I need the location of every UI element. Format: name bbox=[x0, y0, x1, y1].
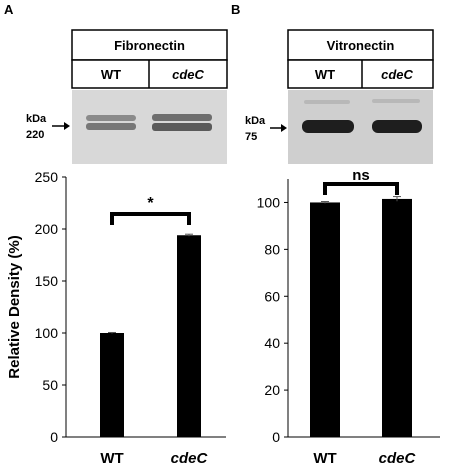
y-tick-label: 0 bbox=[272, 429, 280, 445]
chart-a-y-axis-label: Relative Density (%) bbox=[6, 235, 23, 378]
significance-bracket bbox=[110, 212, 191, 225]
bar-wt bbox=[310, 202, 340, 437]
chart-a-y-ticks: 0 50 100 150 200 250 bbox=[35, 169, 66, 445]
panel-b-lane-cdec: cdeC bbox=[381, 67, 413, 82]
chart-a-significance: * bbox=[110, 195, 191, 225]
y-tick-label: 40 bbox=[264, 335, 280, 351]
panel-a-header-table: Fibronectin WT cdeC bbox=[71, 29, 228, 89]
marker-b-value: 75 bbox=[245, 131, 257, 143]
chart-a-bars bbox=[100, 233, 201, 437]
panel-a-protein-label: Fibronectin bbox=[114, 38, 185, 53]
chart-b-y-ticks: 0 20 40 60 80 100 bbox=[257, 194, 288, 445]
panel-a-letter: A bbox=[4, 2, 14, 17]
panel-a-lane-cdec: cdeC bbox=[172, 67, 204, 82]
y-tick-label: 100 bbox=[35, 325, 59, 341]
chart-a-x-label-wt: WT bbox=[100, 450, 123, 467]
panel-b-lane-wt: WT bbox=[315, 67, 335, 82]
y-tick-label: 80 bbox=[264, 241, 280, 257]
chart-b-bars bbox=[310, 196, 412, 437]
bar-cdec bbox=[177, 235, 201, 437]
y-tick-label: 250 bbox=[35, 169, 59, 185]
marker-b-arrow-icon bbox=[270, 124, 287, 132]
y-tick-label: 60 bbox=[264, 288, 280, 304]
chart-b-x-label-cdec: cdeC bbox=[379, 450, 417, 467]
marker-b-unit: kDa bbox=[245, 115, 266, 127]
y-tick-label: 200 bbox=[35, 221, 59, 237]
chart-b: 0 20 40 60 80 100 ns WT cdeC bbox=[257, 167, 440, 467]
marker-a-value: 220 bbox=[26, 129, 44, 141]
y-tick-label: 50 bbox=[42, 377, 58, 393]
bar-wt bbox=[100, 333, 124, 437]
chart-a-x-label-cdec: cdeC bbox=[171, 450, 209, 467]
significance-bracket bbox=[323, 182, 399, 195]
chart-b-significance: ns bbox=[323, 167, 399, 195]
panel-b-protein-label: Vitronectin bbox=[327, 38, 395, 53]
blot-b-image bbox=[288, 90, 433, 164]
blot-a-image bbox=[72, 90, 227, 164]
significance-label: * bbox=[147, 195, 154, 212]
y-tick-label: 150 bbox=[35, 273, 59, 289]
panel-b-header-table: Vitronectin WT cdeC bbox=[287, 29, 434, 89]
y-tick-label: 0 bbox=[50, 429, 58, 445]
marker-a-arrow-icon bbox=[52, 122, 70, 130]
y-tick-label: 20 bbox=[264, 382, 280, 398]
panel-a-lane-wt: WT bbox=[101, 67, 121, 82]
panel-b-letter: B bbox=[231, 2, 240, 17]
chart-a: 0 50 100 150 200 250 * Relative Density (%) W… bbox=[6, 169, 226, 467]
marker-a-unit: kDa bbox=[26, 113, 47, 125]
chart-b-x-label-wt: WT bbox=[313, 450, 336, 467]
y-tick-label: 100 bbox=[257, 194, 281, 210]
bar-cdec bbox=[382, 198, 412, 437]
significance-label: ns bbox=[352, 167, 370, 184]
